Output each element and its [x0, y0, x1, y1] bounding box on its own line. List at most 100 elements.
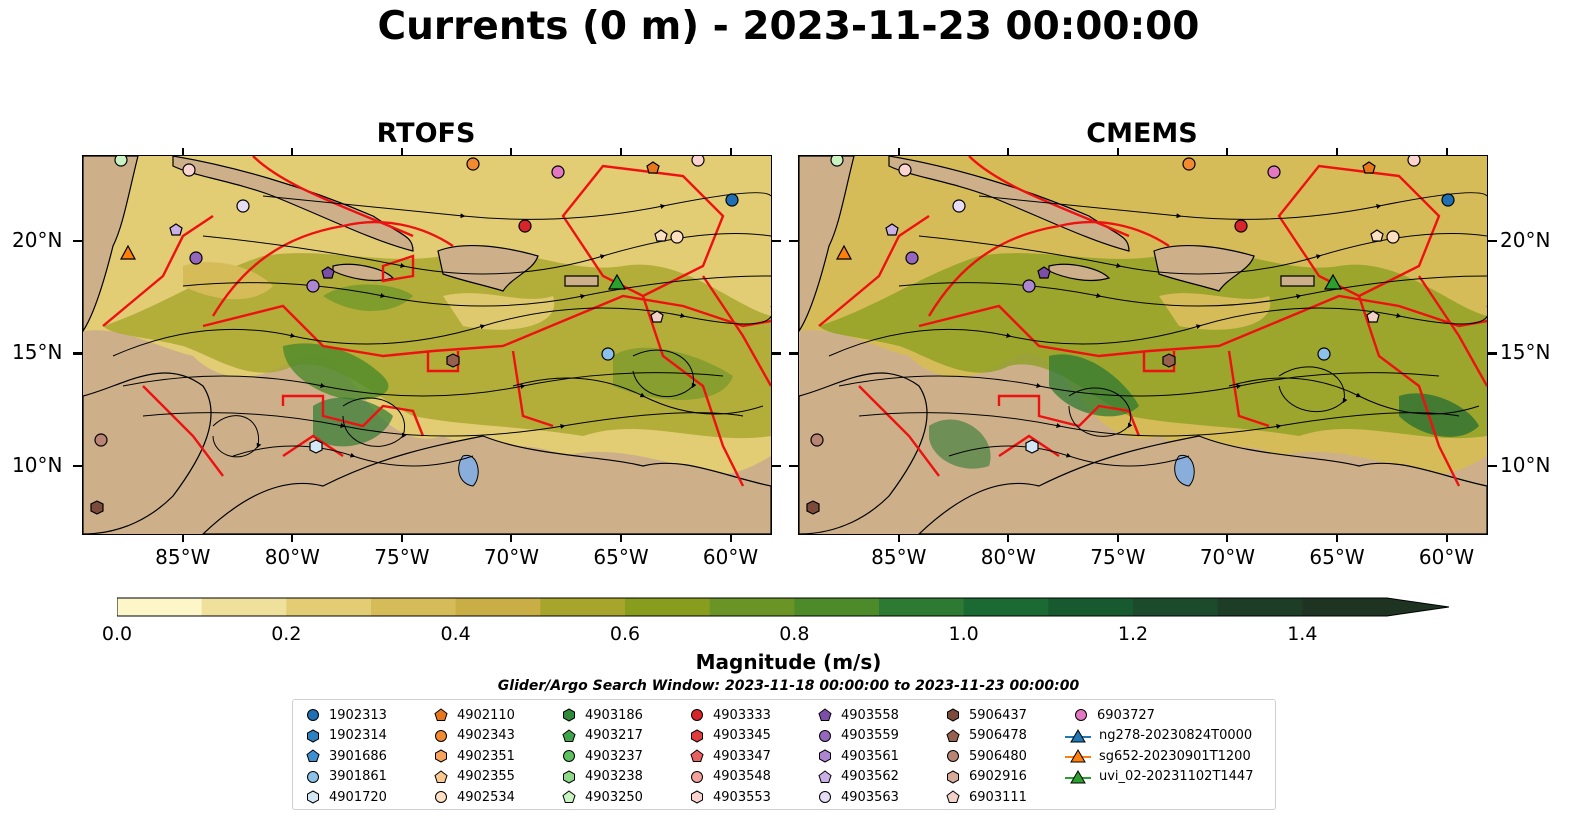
lon-tick — [1445, 534, 1448, 542]
legend-item: ng278-20230824T0000 — [1065, 726, 1252, 746]
circle-marker-icon — [691, 770, 703, 783]
legend-item-label: 3901686 — [329, 748, 387, 764]
colorbar-outline — [117, 597, 1450, 617]
legend-item: 3901686 — [305, 746, 387, 766]
legend-item: 5906478 — [945, 726, 1027, 746]
legend-item: 1902314 — [305, 726, 387, 746]
lat-tick-label: 15°N — [1500, 340, 1551, 364]
legend-item-label: 4903333 — [713, 707, 771, 723]
lon-tick — [1116, 534, 1119, 542]
circle-marker-icon — [435, 791, 447, 803]
colorbar-segment — [879, 598, 965, 616]
colorbar-segment — [371, 598, 457, 616]
lat-tick-label: 10°N — [1500, 452, 1551, 477]
legend-item-label: 4903563 — [841, 789, 899, 805]
cmems-current-map — [798, 155, 1488, 535]
lon-tick-label: 80°W — [264, 545, 320, 569]
lon-tick — [1226, 534, 1229, 542]
legend-item: 6903111 — [945, 787, 1027, 807]
legend-item: 4903548 — [689, 767, 771, 787]
lon-tick — [400, 148, 403, 156]
colorbar-segment — [625, 598, 711, 616]
legend-title: Glider/Argo Search Window: 2023-11-18 00… — [497, 678, 1080, 694]
legend-item-label: 4903562 — [841, 769, 899, 784]
colorbar-tick-label: 1.2 — [1117, 623, 1149, 645]
lat-tick — [789, 352, 798, 355]
lat-tick — [1488, 239, 1497, 242]
legend-item-label: 5906478 — [969, 728, 1027, 743]
lat-tick — [73, 464, 82, 467]
hexagon-marker-icon — [307, 728, 319, 743]
hexagon-marker-icon — [563, 769, 575, 784]
lon-tick — [1007, 148, 1010, 156]
hexagon-marker-icon — [691, 728, 703, 743]
colorbar-segment — [286, 598, 372, 616]
hexagon-marker-icon — [563, 708, 575, 722]
lon-tick — [510, 534, 513, 542]
colorbar-tick-label: 0.8 — [779, 623, 810, 645]
legend-item-label: 4902534 — [457, 789, 515, 805]
lon-tick-label: 70°W — [483, 545, 540, 569]
legend-item: 4902355 — [433, 767, 515, 787]
colorbar-segment — [1217, 598, 1303, 616]
legend-item: 4902534 — [433, 787, 515, 807]
legend-item-label: 1902314 — [329, 728, 387, 743]
lat-tick — [789, 239, 798, 242]
legend-item: 4903559 — [817, 726, 899, 746]
legend-item-label: 5906437 — [969, 707, 1027, 723]
legend-item: 4903238 — [561, 767, 643, 787]
pentagon-marker-icon — [690, 749, 704, 762]
triangle-line-marker-icon — [1065, 769, 1091, 783]
legend-item-label: 4903347 — [713, 748, 771, 764]
panel-title-cmems: CMEMS — [1086, 118, 1198, 149]
legend-item-label: 4902355 — [457, 769, 515, 784]
legend-item: 4903186 — [561, 705, 643, 725]
legend-item-label: 4903559 — [841, 728, 899, 743]
legend-item: 4903562 — [817, 767, 899, 787]
colorbar-segment — [540, 598, 626, 616]
legend-item-label: 4903186 — [585, 707, 643, 723]
panel-title-rtofs: RTOFS — [376, 118, 476, 149]
triangle-line-marker-icon — [1065, 728, 1091, 742]
lon-tick — [897, 148, 900, 156]
legend-item: uvi_02-20231102T1447 — [1065, 767, 1253, 787]
legend-item: 4903237 — [561, 746, 643, 766]
legend-item-label: 4903237 — [585, 748, 643, 764]
lat-tick-label: 20°N — [1500, 227, 1551, 252]
circle-marker-icon — [819, 791, 831, 803]
pentagon-marker-icon — [946, 728, 960, 742]
lon-tick — [1445, 148, 1448, 156]
legend-item: 4901720 — [305, 787, 387, 807]
lon-tick — [729, 148, 732, 156]
lon-tick — [291, 148, 294, 156]
colorbar-segment — [709, 598, 795, 616]
legend-item-label: 4903238 — [585, 769, 643, 784]
pentagon-marker-icon — [818, 769, 832, 783]
colorbar-segment — [455, 598, 541, 616]
lon-tick-label: 80°W — [980, 545, 1036, 569]
lon-tick — [1226, 148, 1229, 156]
legend-item-label: 4903548 — [713, 769, 771, 784]
lon-tick — [181, 534, 184, 542]
legend-item-label: 4902343 — [457, 728, 515, 743]
hexagon-marker-icon — [691, 790, 703, 804]
pentagon-marker-icon — [562, 790, 576, 803]
legend-item: 4903217 — [561, 726, 643, 746]
legend-item: 6903727 — [1073, 705, 1155, 725]
legend-item-label: 4903558 — [841, 707, 899, 723]
lon-tick-label: 85°W — [155, 545, 211, 569]
lat-tick — [789, 464, 798, 467]
legend-item-label: 6903111 — [969, 789, 1027, 805]
lon-tick-label: 75°W — [1090, 545, 1146, 569]
lat-tick — [772, 464, 781, 467]
circle-marker-icon — [691, 709, 703, 721]
legend-item-label: 4903561 — [841, 748, 899, 764]
lon-tick — [510, 148, 513, 156]
lon-tick — [1116, 148, 1119, 156]
lat-tick — [73, 352, 82, 355]
lat-tick-label: 15°N — [12, 340, 63, 364]
colorbar-tick-label: 0.2 — [271, 623, 302, 645]
lon-tick — [620, 534, 622, 542]
legend-item-label: 4902351 — [457, 748, 515, 764]
legend-item-label: sg652-20230901T1200 — [1099, 748, 1251, 764]
